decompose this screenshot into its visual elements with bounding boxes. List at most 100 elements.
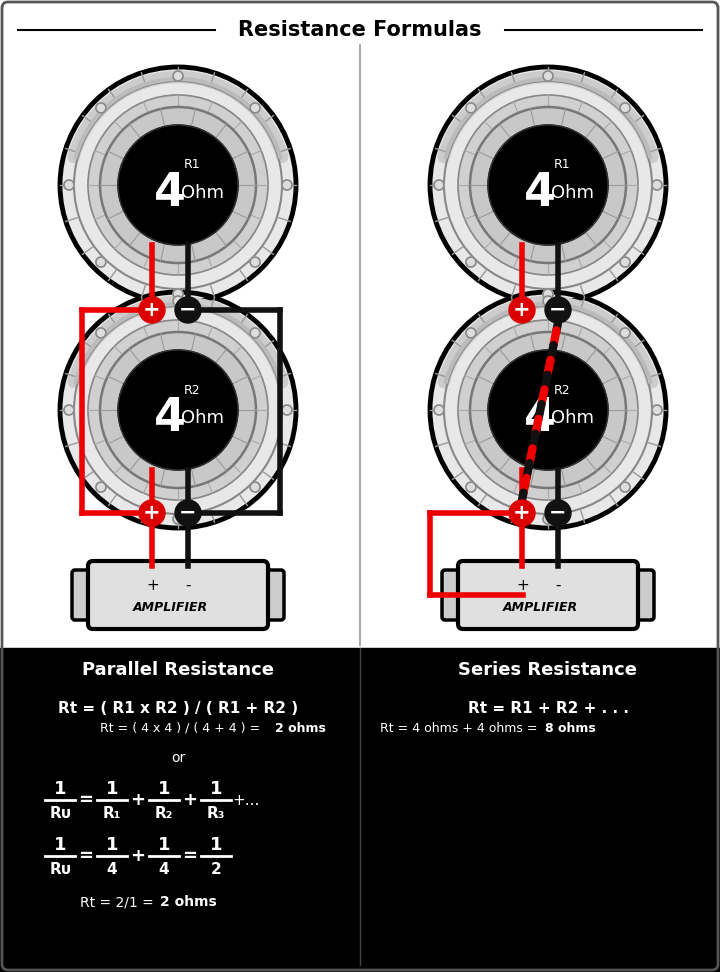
Text: +: + xyxy=(513,300,531,320)
Circle shape xyxy=(173,514,183,524)
Text: R1: R1 xyxy=(184,158,200,171)
Circle shape xyxy=(175,500,201,526)
Text: 4: 4 xyxy=(524,396,556,440)
Circle shape xyxy=(100,107,256,263)
FancyBboxPatch shape xyxy=(442,570,466,620)
Text: R2: R2 xyxy=(184,384,200,397)
Text: AMPLIFIER: AMPLIFIER xyxy=(132,601,207,613)
Circle shape xyxy=(488,350,608,470)
Circle shape xyxy=(250,328,260,338)
Circle shape xyxy=(118,350,238,470)
Circle shape xyxy=(64,180,74,190)
Circle shape xyxy=(430,292,666,528)
Text: 1: 1 xyxy=(106,836,118,854)
Circle shape xyxy=(488,125,608,245)
FancyBboxPatch shape xyxy=(260,570,284,620)
Text: 4: 4 xyxy=(107,861,117,877)
Text: 4: 4 xyxy=(524,170,556,216)
Text: 2: 2 xyxy=(211,861,221,877)
Circle shape xyxy=(620,103,630,113)
Text: −: − xyxy=(549,300,567,320)
Text: +: + xyxy=(143,300,161,320)
Circle shape xyxy=(470,332,626,488)
Circle shape xyxy=(652,180,662,190)
Text: 1: 1 xyxy=(54,836,66,854)
Circle shape xyxy=(173,71,183,81)
Text: Rᴜ: Rᴜ xyxy=(49,806,71,820)
Circle shape xyxy=(60,67,296,303)
Text: Rᴜ: Rᴜ xyxy=(49,861,71,877)
Text: 4: 4 xyxy=(158,861,169,877)
Text: 1: 1 xyxy=(106,780,118,798)
Text: Resistance Formulas: Resistance Formulas xyxy=(238,20,482,40)
Text: R2: R2 xyxy=(554,384,570,397)
Text: +: + xyxy=(517,577,529,593)
Circle shape xyxy=(466,482,476,492)
Circle shape xyxy=(282,180,292,190)
Text: +: + xyxy=(130,847,145,865)
Text: Ohm: Ohm xyxy=(551,409,593,427)
Circle shape xyxy=(88,320,268,500)
Circle shape xyxy=(173,296,183,306)
Circle shape xyxy=(620,257,630,267)
Circle shape xyxy=(64,405,74,415)
Circle shape xyxy=(60,292,296,528)
Text: +: + xyxy=(513,503,531,523)
FancyBboxPatch shape xyxy=(88,561,268,629)
Text: or: or xyxy=(171,751,185,765)
Text: −: − xyxy=(179,300,197,320)
Circle shape xyxy=(545,500,571,526)
FancyBboxPatch shape xyxy=(630,570,654,620)
Circle shape xyxy=(509,500,535,526)
Circle shape xyxy=(458,320,638,500)
Text: R1: R1 xyxy=(554,158,570,171)
Circle shape xyxy=(175,297,201,323)
Text: 1: 1 xyxy=(158,836,170,854)
Circle shape xyxy=(470,107,626,263)
Text: Ohm: Ohm xyxy=(181,184,223,202)
Text: +: + xyxy=(147,577,159,593)
Circle shape xyxy=(620,482,630,492)
Circle shape xyxy=(509,297,535,323)
Circle shape xyxy=(250,482,260,492)
Circle shape xyxy=(250,257,260,267)
Text: -: - xyxy=(185,577,191,593)
Text: 4: 4 xyxy=(154,396,186,440)
Circle shape xyxy=(139,500,165,526)
Text: 1: 1 xyxy=(54,780,66,798)
Text: +: + xyxy=(182,791,197,809)
Circle shape xyxy=(543,514,553,524)
Text: +...: +... xyxy=(233,792,260,808)
Circle shape xyxy=(434,405,444,415)
Text: Rt = ( 4 x 4 ) / ( 4 + 4 ) =: Rt = ( 4 x 4 ) / ( 4 + 4 ) = xyxy=(100,721,264,735)
Text: Series Resistance: Series Resistance xyxy=(459,661,637,679)
Circle shape xyxy=(96,103,106,113)
Text: −: − xyxy=(549,503,567,523)
Text: R₃: R₃ xyxy=(207,806,225,820)
Circle shape xyxy=(434,180,444,190)
Text: =: = xyxy=(78,791,94,809)
Text: 1: 1 xyxy=(210,836,222,854)
Circle shape xyxy=(466,257,476,267)
Text: Ohm: Ohm xyxy=(181,409,223,427)
Text: 2 ohms: 2 ohms xyxy=(160,895,217,909)
Text: 8 ohms: 8 ohms xyxy=(545,721,595,735)
Circle shape xyxy=(458,95,638,275)
Text: Rt = ( R1 x R2 ) / ( R1 + R2 ): Rt = ( R1 x R2 ) / ( R1 + R2 ) xyxy=(58,701,298,715)
Text: 1: 1 xyxy=(210,780,222,798)
FancyBboxPatch shape xyxy=(458,561,638,629)
Circle shape xyxy=(543,71,553,81)
Circle shape xyxy=(88,95,268,275)
Circle shape xyxy=(543,289,553,299)
Text: =: = xyxy=(78,847,94,865)
Circle shape xyxy=(466,328,476,338)
Text: +: + xyxy=(130,791,145,809)
Text: 4: 4 xyxy=(154,170,186,216)
Text: Ohm: Ohm xyxy=(551,184,593,202)
Bar xyxy=(0,648,720,972)
Text: 1: 1 xyxy=(158,780,170,798)
Text: R₂: R₂ xyxy=(155,806,174,820)
Circle shape xyxy=(282,405,292,415)
Text: +: + xyxy=(143,503,161,523)
Circle shape xyxy=(466,103,476,113)
